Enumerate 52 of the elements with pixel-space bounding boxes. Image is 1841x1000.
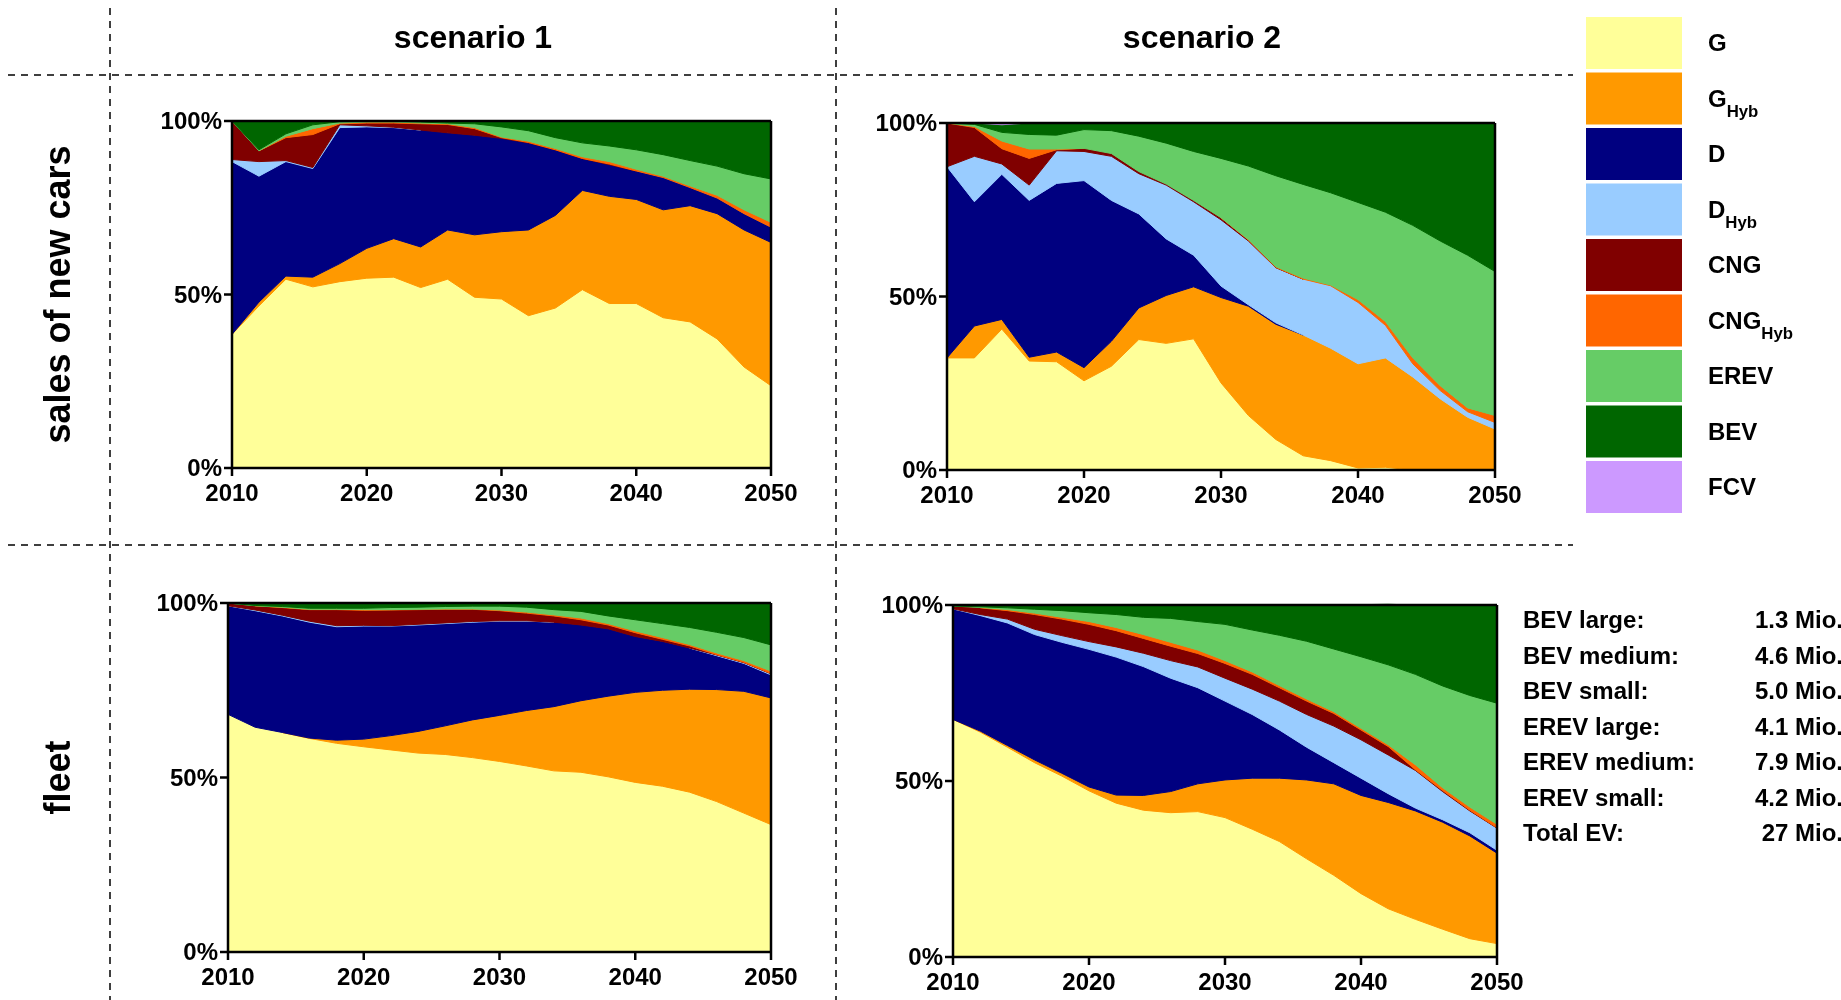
- y-tick-label: 0%: [908, 943, 943, 970]
- chart-title: scenario 2: [1122, 19, 1282, 55]
- x-tick-label: 2050: [1470, 968, 1524, 995]
- y-tick-label: 50%: [169, 763, 218, 791]
- x-tick-label: 2010: [926, 968, 980, 995]
- x-tick-label: 2040: [1334, 968, 1388, 995]
- x-tick-label: 2030: [1194, 481, 1248, 508]
- x-tick-label: 2020: [1062, 968, 1116, 995]
- x-tick-label: 2010: [201, 963, 255, 990]
- text: BEV large: 1.3 Mio.: [1523, 606, 1841, 633]
- text: Total EV: 27 Mio.: [1523, 819, 1841, 846]
- x-tick-label: 2020: [1057, 481, 1111, 508]
- y-tick-label: 0%: [187, 454, 222, 481]
- legend-label: CNG$_{Hyb}$: [1708, 306, 1794, 342]
- text: EREV medium: 7.9 Mio.: [1523, 748, 1841, 775]
- y-axis-title: sales of new cars: [37, 145, 78, 444]
- text: EREV large: 4.1 Mio.: [1523, 712, 1841, 740]
- text: BEV medium: 4.6 Mio.: [1523, 641, 1841, 669]
- y-tick-label: 100%: [160, 107, 222, 134]
- legend-label: BEV: [1708, 417, 1758, 445]
- y-tick-label: 50%: [894, 767, 943, 794]
- text: BEV small: 5.0 Mio.: [1523, 677, 1841, 704]
- x-tick-label: 2030: [474, 479, 529, 506]
- chart-title: scenario 1: [393, 19, 553, 55]
- legend-label: D: [1708, 140, 1726, 167]
- y-tick-label: 100%: [881, 591, 943, 618]
- x-tick-label: 2050: [744, 963, 798, 990]
- x-tick-label: 2050: [744, 479, 798, 506]
- y-tick-label: 50%: [173, 280, 222, 308]
- legend-label: D$_{Hyb}$: [1708, 195, 1758, 231]
- x-tick-label: 2010: [920, 481, 974, 508]
- y-tick-label: 0%: [183, 938, 218, 965]
- y-axis-title: fleet: [37, 740, 78, 815]
- x-tick-label: 2010: [205, 479, 259, 506]
- y-tick-label: 100%: [156, 589, 218, 616]
- y-tick-label: 50%: [888, 282, 937, 310]
- legend-label: EREV: [1708, 362, 1774, 389]
- x-tick-label: 2040: [1331, 481, 1385, 508]
- x-tick-label: 2020: [340, 479, 394, 506]
- x-tick-label: 2020: [337, 963, 391, 990]
- x-tick-label: 2030: [472, 963, 527, 990]
- legend-label: G: [1708, 29, 1727, 56]
- legend-label: G$_{Hyb}$: [1708, 84, 1759, 120]
- text: EREV small: 4.2 Mio.: [1523, 783, 1841, 811]
- x-tick-label: 2040: [608, 963, 662, 990]
- y-tick-label: 0%: [902, 456, 937, 483]
- x-tick-label: 2050: [1468, 481, 1522, 508]
- y-tick-label: 100%: [875, 109, 937, 136]
- x-tick-label: 2030: [1198, 968, 1252, 995]
- legend-label: FCV: [1708, 473, 1756, 500]
- x-tick-label: 2040: [609, 479, 663, 506]
- legend-label: CNG: [1708, 251, 1762, 278]
